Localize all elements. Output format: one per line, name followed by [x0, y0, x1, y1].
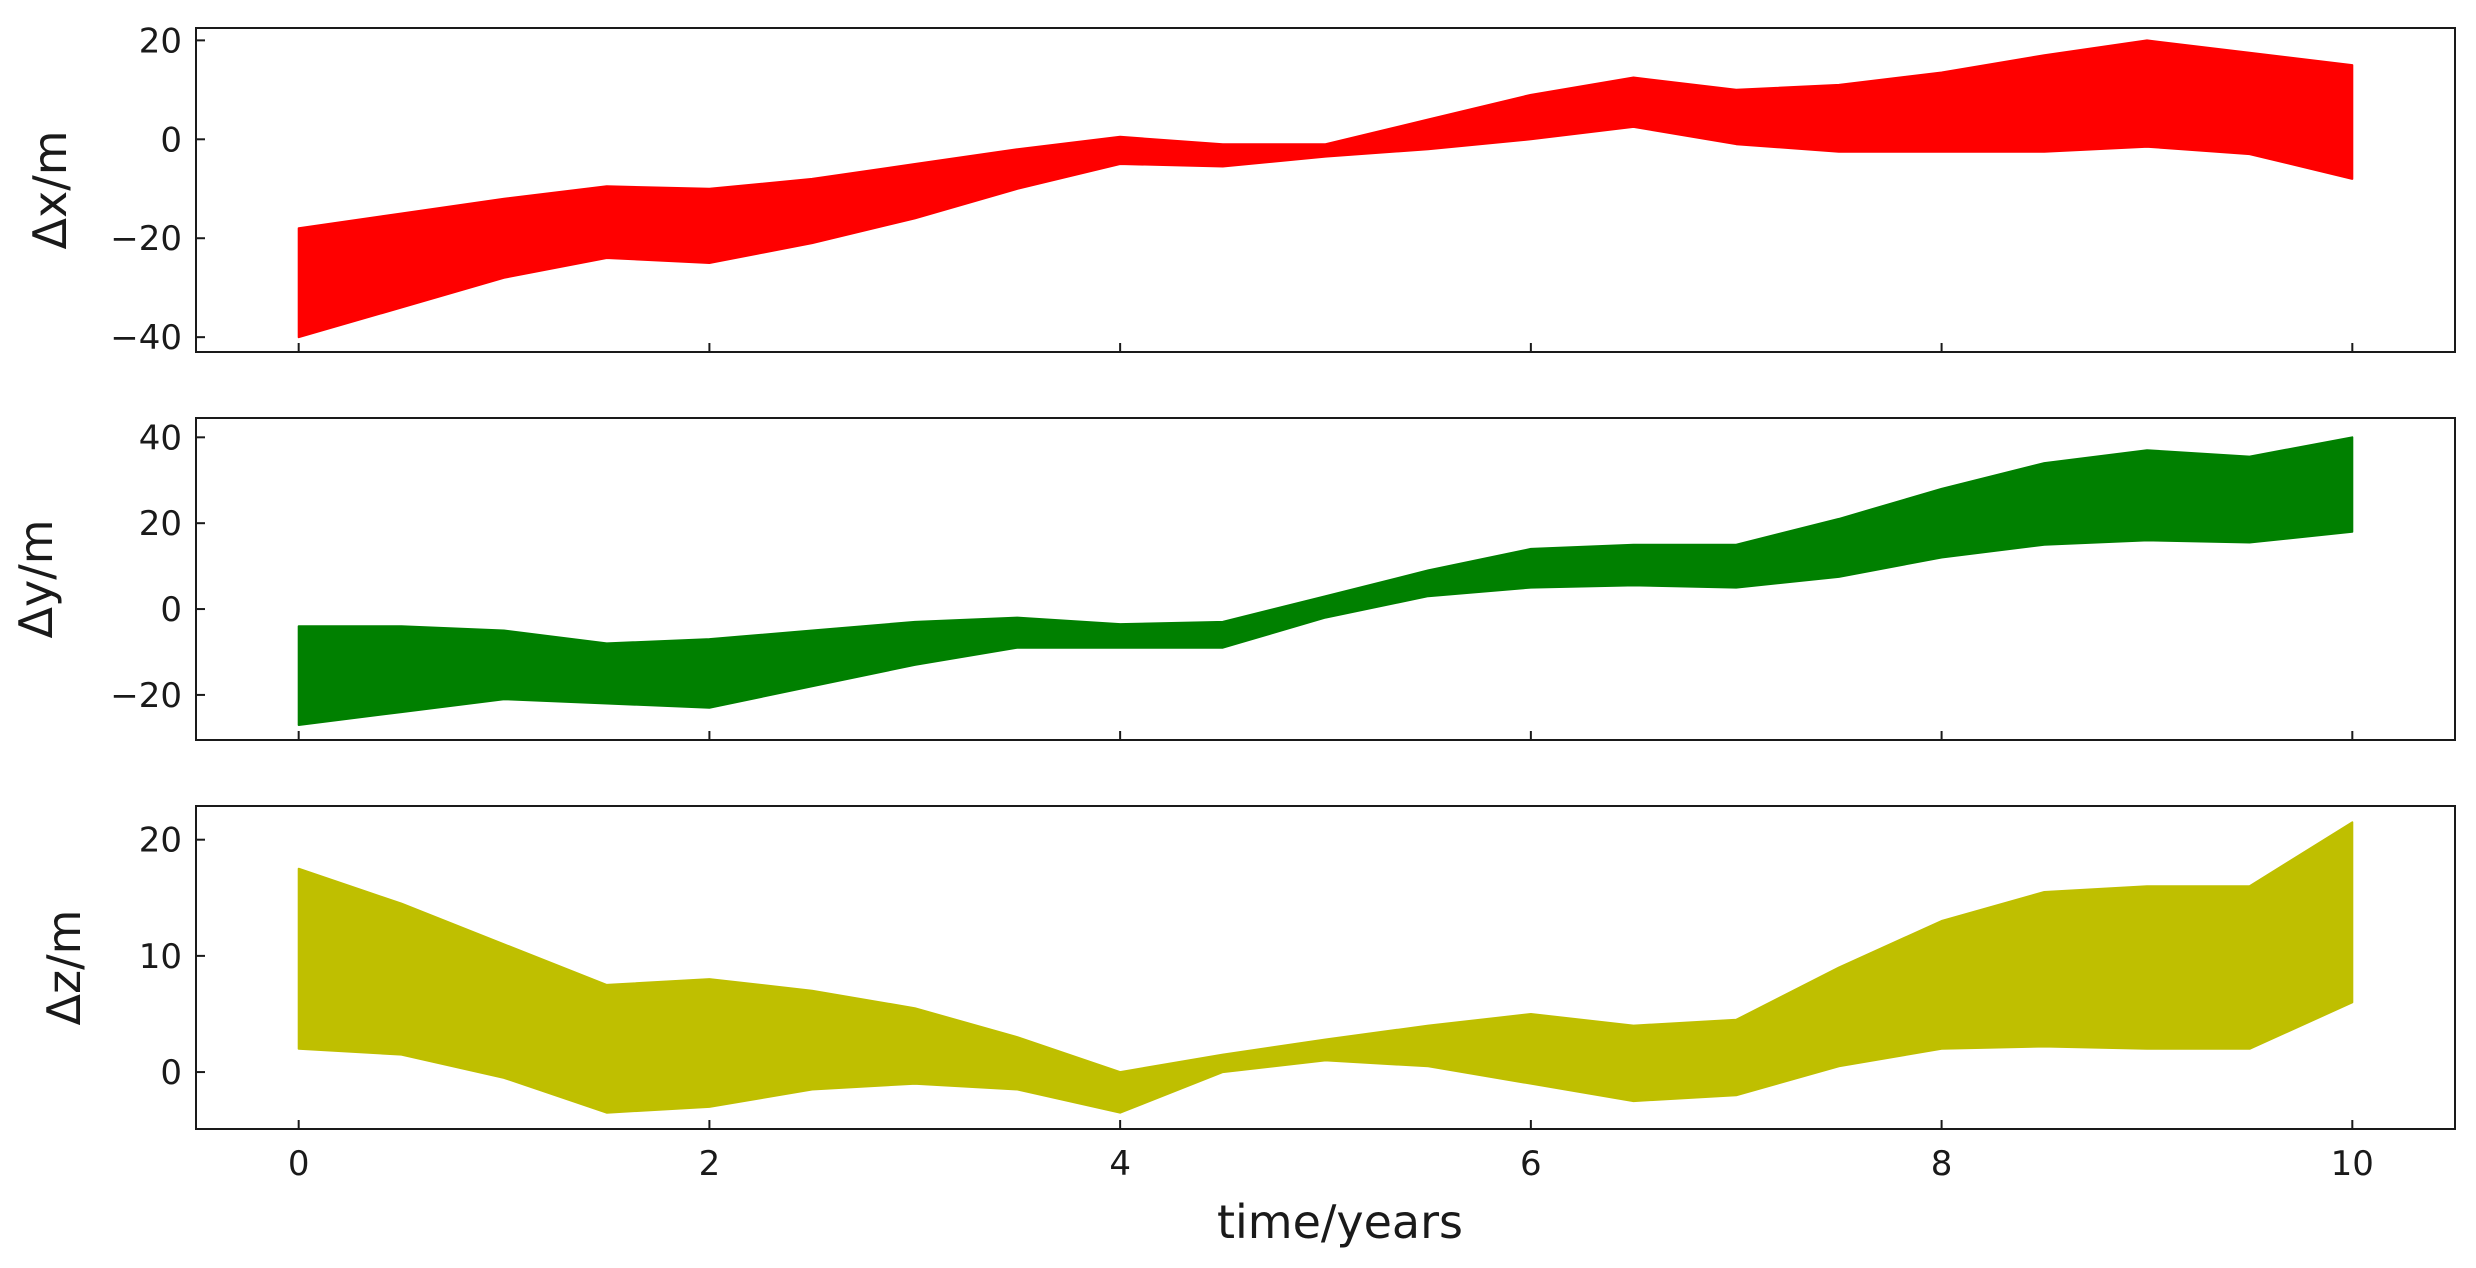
y-tick-label: 0: [160, 590, 182, 630]
delta-x-band: [297, 39, 2354, 339]
axes-frame: [195, 417, 2456, 741]
x-axis-label: time/years: [1217, 1195, 1463, 1249]
y-tick-label: 40: [139, 418, 182, 458]
y-tick-label: 10: [139, 937, 182, 977]
delta-y-axis-label: Δy/m: [9, 520, 63, 639]
x-tick-label: 10: [2331, 1144, 2374, 1184]
delta-z-band: [297, 821, 2354, 1114]
delta-z-panel: 20 10 0 0 2 4 6 8 10 Δz/m: [37, 805, 2456, 1184]
y-tick-label: 20: [139, 821, 182, 861]
x-tick-label: 6: [1520, 1144, 1542, 1184]
axes-frame: [195, 27, 2456, 353]
y-tick-label: −20: [110, 219, 182, 259]
x-tick-label: 0: [288, 1144, 310, 1184]
x-tick-label: 4: [1109, 1144, 1131, 1184]
y-tick-label: 20: [139, 504, 182, 544]
y-tick-label: 0: [160, 120, 182, 160]
delta-x-panel: 20 0 −20 −40 Δx/m: [23, 21, 2456, 358]
y-tick-label: 20: [139, 21, 182, 61]
y-tick-label: −40: [110, 318, 182, 358]
delta-x-axis-label: Δx/m: [23, 131, 77, 250]
y-tick-label: 0: [160, 1053, 182, 1093]
x-tick-label: 2: [699, 1144, 721, 1184]
axes-frame: [195, 805, 2456, 1130]
delta-z-axis-label: Δz/m: [37, 910, 91, 1026]
y-tick-label: −20: [110, 676, 182, 716]
x-tick-label: 8: [1931, 1144, 1953, 1184]
delta-y-band: [297, 436, 2354, 726]
delta-y-panel: 40 20 0 −20 Δy/m: [9, 417, 2456, 741]
